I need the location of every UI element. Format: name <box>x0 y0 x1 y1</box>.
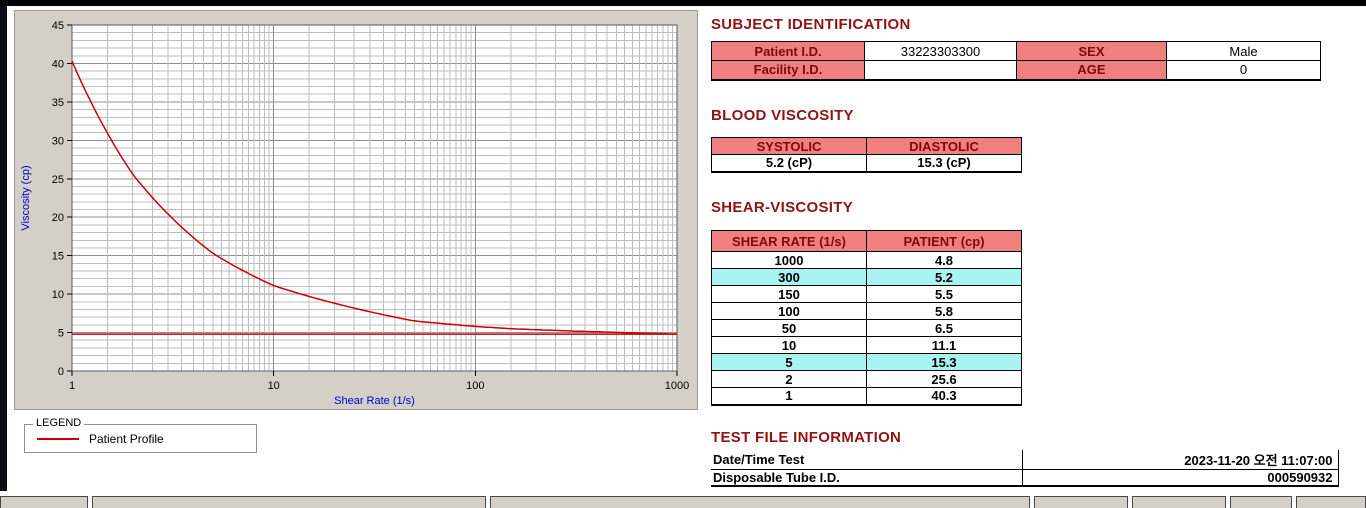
table-row: Disposable Tube I.D. 000590932 <box>711 469 1339 487</box>
date-time-test-label: Date/Time Test <box>711 450 1022 470</box>
patient-id-label: Patient I.D. <box>711 41 865 61</box>
table-row: SYSTOLIC DIASTOLIC <box>711 137 1022 155</box>
patient-cp-cell: 5.2 <box>866 268 1022 286</box>
svg-text:Shear Rate (1/s): Shear Rate (1/s) <box>334 395 415 407</box>
bottom-toolbar-segment[interactable] <box>1296 496 1366 508</box>
facility-id-label: Facility I.D. <box>711 60 865 81</box>
svg-text:100: 100 <box>466 380 484 392</box>
shear-rate-cell: 100 <box>711 302 867 320</box>
table-row: Date/Time Test 2023-11-20 오전 11:07:00 <box>711 450 1339 470</box>
shear-row: 300 5.2 <box>711 268 1022 286</box>
patient-id-value: 33223303300 <box>864 41 1017 61</box>
subject-identification-title: SUBJECT IDENTIFICATION <box>711 16 911 33</box>
diastolic-header: DIASTOLIC <box>866 137 1022 155</box>
shear-row: 100 5.8 <box>711 302 1022 320</box>
facility-id-value <box>864 60 1017 81</box>
svg-text:5: 5 <box>58 328 64 340</box>
patient-cp-cell: 15.3 <box>866 353 1022 371</box>
table-row: 5.2 (cP) 15.3 (cP) <box>711 154 1022 173</box>
disposable-tube-id-label: Disposable Tube I.D. <box>711 469 1022 487</box>
shear-rate-cell: 1 <box>711 387 867 406</box>
svg-text:25: 25 <box>52 174 64 186</box>
shear-row: 5 15.3 <box>711 353 1022 371</box>
blood-viscosity-table: SYSTOLIC DIASTOLIC 5.2 (cP) 15.3 (cP) <box>711 137 1022 173</box>
legend-series-label: Patient Profile <box>89 431 164 446</box>
svg-text:10: 10 <box>52 289 64 301</box>
shear-viscosity-table: SHEAR RATE (1/s) PATIENT (cp) 1000 4.8 3… <box>711 230 1022 406</box>
shear-rate-cell: 300 <box>711 268 867 286</box>
shear-rate-cell: 150 <box>711 285 867 303</box>
systolic-value: 5.2 (cP) <box>711 154 867 173</box>
shear-rate-cell: 50 <box>711 319 867 337</box>
age-label: AGE <box>1016 60 1167 81</box>
svg-text:35: 35 <box>52 97 64 109</box>
shear-row: 10 11.1 <box>711 336 1022 354</box>
date-time-test-value: 2023-11-20 오전 11:07:00 <box>1021 450 1339 470</box>
shear-row: 1 40.3 <box>711 387 1022 406</box>
svg-text:30: 30 <box>52 135 64 147</box>
patient-cp-cell: 6.5 <box>866 319 1022 337</box>
shear-rate-cell: 5 <box>711 353 867 371</box>
shear-rate-header: SHEAR RATE (1/s) <box>711 230 867 252</box>
svg-text:20: 20 <box>52 212 64 224</box>
patient-cp-cell: 11.1 <box>866 336 1022 354</box>
viscosity-chart-panel: 0 5 10 15 20 25 30 35 40 45 1 10 100 1000 Shear Rate (… <box>14 10 698 410</box>
svg-text:1: 1 <box>69 380 75 392</box>
svg-text:0: 0 <box>58 366 64 378</box>
bottom-toolbar-segment[interactable] <box>1132 496 1226 508</box>
subject-identification-table: Patient I.D. 33223303300 SEX Male Facili… <box>711 41 1321 81</box>
legend-row: Patient Profile <box>25 425 256 452</box>
sex-value: Male <box>1166 41 1321 61</box>
shear-rate-cell: 10 <box>711 336 867 354</box>
patient-cp-header: PATIENT (cp) <box>866 230 1022 252</box>
systolic-header: SYSTOLIC <box>711 137 867 155</box>
disposable-tube-id-value: 000590932 <box>1021 469 1339 487</box>
blood-viscosity-title: BLOOD VISCOSITY <box>711 107 854 124</box>
svg-text:10: 10 <box>268 380 280 392</box>
svg-text:15: 15 <box>52 251 64 263</box>
bottom-toolbar-segment[interactable] <box>1230 496 1292 508</box>
bottom-toolbar-segment[interactable] <box>490 496 1030 508</box>
bottom-toolbar-segment[interactable] <box>92 496 486 508</box>
top-black-bar <box>0 0 1366 6</box>
svg-text:40: 40 <box>52 58 64 70</box>
table-row: Patient I.D. 33223303300 SEX Male <box>711 41 1321 61</box>
left-dark-strip <box>0 6 7 491</box>
table-row: Facility I.D. AGE 0 <box>711 60 1321 81</box>
bottom-toolbar-segment[interactable] <box>0 496 88 508</box>
patient-cp-cell: 25.6 <box>866 370 1022 388</box>
table-row: SHEAR RATE (1/s) PATIENT (cp) <box>711 230 1022 252</box>
patient-cp-cell: 40.3 <box>866 387 1022 406</box>
shear-rate-cell: 1000 <box>711 251 867 269</box>
shear-row: 50 6.5 <box>711 319 1022 337</box>
patient-cp-cell: 5.5 <box>866 285 1022 303</box>
svg-text:1000: 1000 <box>665 380 689 392</box>
svg-text:45: 45 <box>52 20 64 32</box>
svg-text:Viscosity (cp): Viscosity (cp) <box>20 165 32 230</box>
viscosity-chart-svg: 0 5 10 15 20 25 30 35 40 45 1 10 100 1000 Shear Rate (… <box>15 11 697 409</box>
test-file-information-table: Date/Time Test 2023-11-20 오전 11:07:00 Di… <box>711 450 1339 487</box>
patient-cp-cell: 4.8 <box>866 251 1022 269</box>
shear-rate-cell: 2 <box>711 370 867 388</box>
bottom-toolbar-segment[interactable] <box>1034 496 1128 508</box>
shear-row: 1000 4.8 <box>711 251 1022 269</box>
patient-cp-cell: 5.8 <box>866 302 1022 320</box>
age-value: 0 <box>1166 60 1321 81</box>
test-file-information-title: TEST FILE INFORMATION <box>711 429 902 446</box>
shear-viscosity-title: SHEAR-VISCOSITY <box>711 199 854 216</box>
diastolic-value: 15.3 (cP) <box>866 154 1022 173</box>
chart-legend: LEGEND Patient Profile <box>24 417 257 453</box>
shear-row: 2 25.6 <box>711 370 1022 388</box>
shear-row: 150 5.5 <box>711 285 1022 303</box>
legend-title: LEGEND <box>33 417 85 429</box>
legend-line-sample-icon <box>37 437 79 440</box>
sex-label: SEX <box>1016 41 1167 61</box>
